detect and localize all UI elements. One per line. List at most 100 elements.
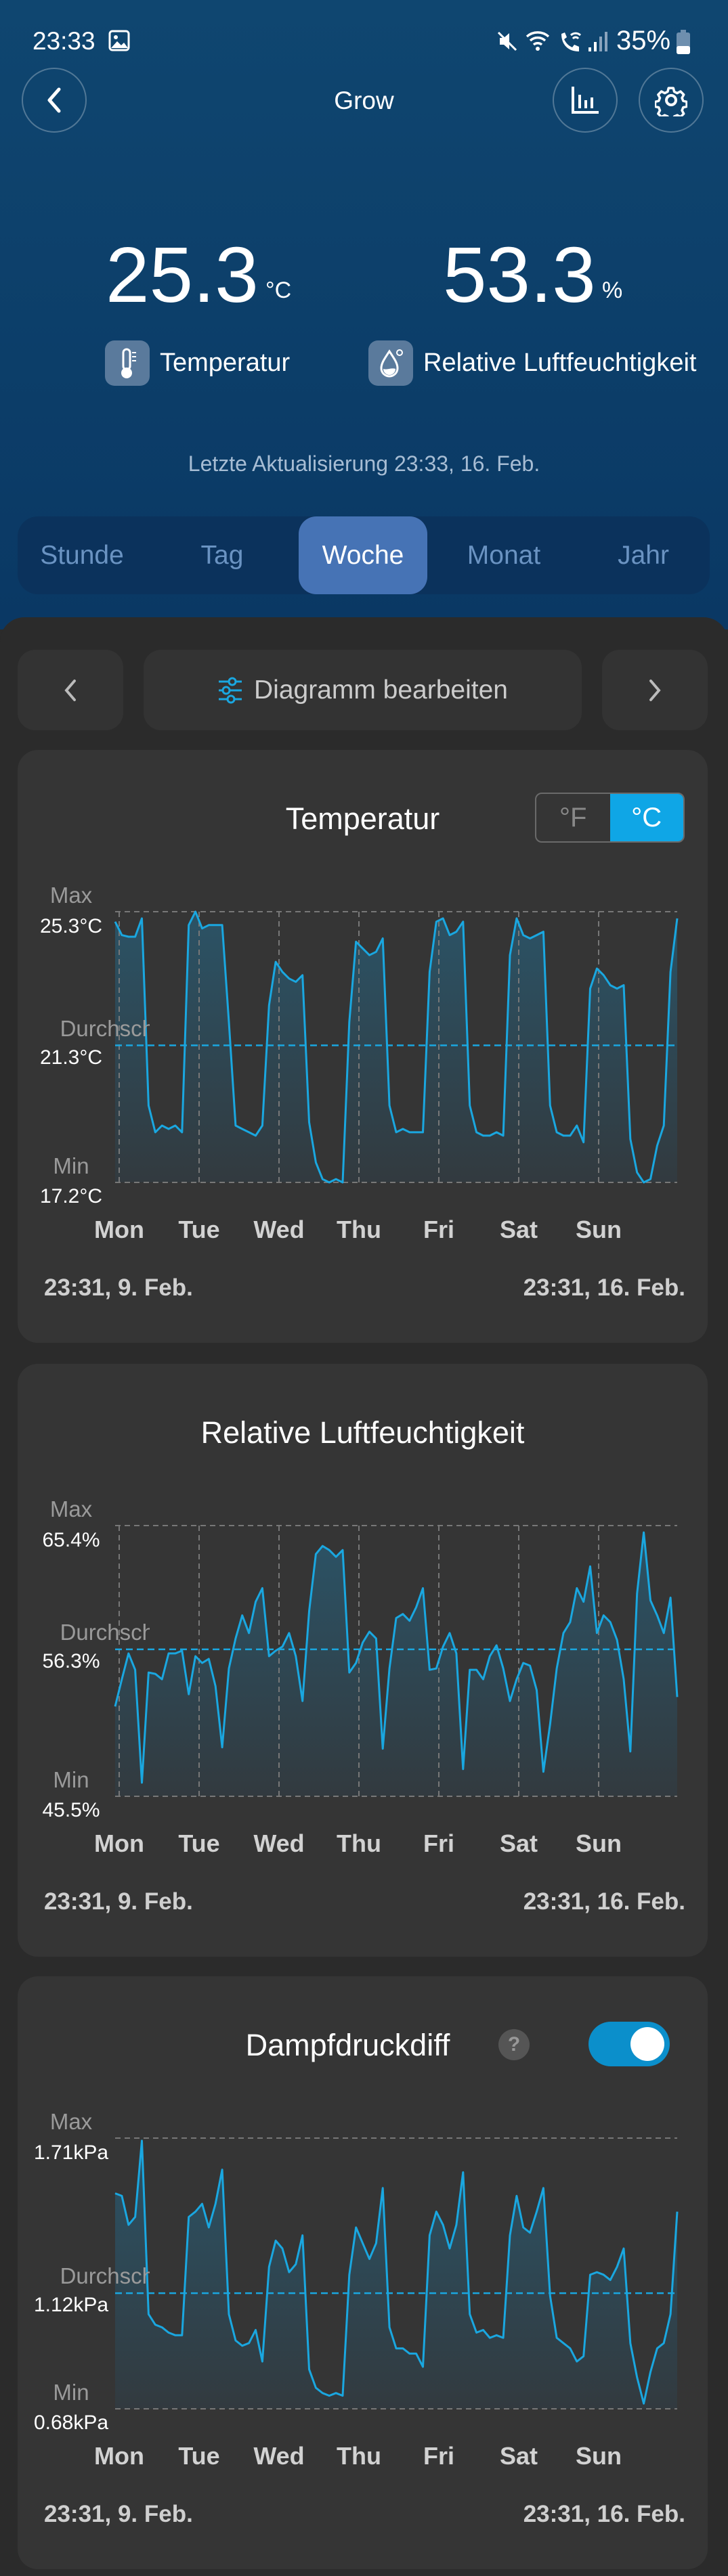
vpd-chart-card: Dampfdruckdiff ? Max 1.71kPa Durchschnitt 1… bbox=[18, 1976, 708, 2569]
chevron-right-icon bbox=[649, 679, 661, 701]
x-tick-label: Mon bbox=[94, 2442, 144, 2470]
humidity-chart-card: Relative Luftfeuchtigkeit Max 65.4% Durchs… bbox=[18, 1364, 708, 1957]
average-value: 21.3°C bbox=[39, 1046, 103, 1069]
x-tick-label: Thu bbox=[337, 2442, 381, 2470]
settings-button[interactable] bbox=[639, 68, 704, 133]
humidity-value: 53.3 bbox=[443, 231, 596, 319]
x-tick-label: Thu bbox=[337, 1829, 381, 1857]
tab-monat[interactable]: Monat bbox=[467, 540, 541, 570]
x-tick-label: Wed bbox=[253, 1829, 305, 1857]
x-tick-label: Tue bbox=[178, 1829, 220, 1857]
toggle-knob bbox=[630, 2027, 664, 2061]
start-date: 23:31, 9. Feb. bbox=[44, 1888, 193, 1915]
x-tick-label: Wed bbox=[253, 2442, 305, 2470]
average-label: Durchschnitt bbox=[60, 2263, 150, 2289]
series-line bbox=[114, 910, 679, 1184]
chart-plot bbox=[114, 910, 679, 1184]
start-date: 23:31, 9. Feb. bbox=[44, 1274, 193, 1301]
header-area: 23:33 35% Grow 25.3 °C 53.3 % Temperatur… bbox=[0, 0, 728, 629]
page-title: Grow bbox=[334, 87, 394, 114]
x-tick-label: Thu bbox=[337, 1216, 381, 1243]
chart-plot bbox=[114, 2137, 679, 2410]
back-button[interactable] bbox=[22, 68, 87, 133]
x-tick-label: Mon bbox=[94, 1829, 144, 1857]
wifi-icon bbox=[526, 31, 550, 51]
last-update-text: Letzte Aktualisierung 23:33, 16. Feb. bbox=[188, 451, 540, 476]
max-label: Max bbox=[49, 883, 93, 908]
battery-icon bbox=[677, 30, 690, 54]
chart-title: Temperatur bbox=[285, 801, 440, 836]
wifi-call-icon bbox=[561, 32, 582, 51]
x-tick-label: Fri bbox=[423, 1216, 455, 1243]
min-value: 0.68kPa bbox=[33, 2412, 109, 2434]
temperature-value: 25.3 bbox=[106, 231, 259, 319]
edit-chart-button[interactable]: Diagramm bearbeiten bbox=[144, 650, 582, 730]
unit-toggle: °F °C bbox=[535, 793, 685, 843]
x-tick-label: Sun bbox=[576, 1216, 622, 1243]
average-value: 56.3% bbox=[42, 1649, 100, 1672]
area-fill bbox=[115, 912, 677, 1182]
help-icon[interactable]: ? bbox=[498, 2029, 530, 2060]
chevron-left-icon bbox=[64, 679, 76, 701]
max-label: Max bbox=[49, 2109, 93, 2134]
previous-period-button[interactable] bbox=[18, 650, 123, 730]
y-labels: Max 25.3°C Durchschnitt 21.3°C Min 17.2°C bbox=[27, 750, 150, 1224]
temperature-chart-card: Temperatur °F °C Max 25.3°C Durchschnitt 21… bbox=[18, 750, 708, 1343]
temperature-label: Temperatur bbox=[160, 349, 291, 377]
edit-chart-label: Diagramm bearbeiten bbox=[253, 675, 508, 705]
y-labels: Max 65.4% Durchschnitt 56.3% Min 45.5% bbox=[27, 1364, 150, 1838]
max-value: 65.4% bbox=[42, 1529, 100, 1551]
x-tick-label: Sat bbox=[499, 1216, 538, 1243]
humidity-unit: % bbox=[602, 277, 623, 303]
min-value: 17.2°C bbox=[39, 1185, 103, 1207]
min-label: Min bbox=[53, 1153, 89, 1178]
x-tick-label: Tue bbox=[178, 1216, 220, 1243]
vpd-toggle-switch[interactable] bbox=[588, 2022, 670, 2066]
chart-title: Relative Luftfeuchtigkeit bbox=[200, 1415, 525, 1450]
gallery-notification-icon bbox=[108, 30, 130, 51]
end-date: 23:31, 16. Feb. bbox=[523, 2501, 685, 2527]
x-tick-label: Mon bbox=[94, 1216, 144, 1243]
average-label: Durchschnitt bbox=[60, 1619, 150, 1645]
fahrenheit-option[interactable]: °F bbox=[559, 802, 587, 832]
x-tick-label: Fri bbox=[423, 1829, 455, 1857]
average-value: 1.12kPa bbox=[33, 2294, 109, 2317]
end-date: 23:31, 16. Feb. bbox=[523, 1888, 685, 1915]
x-tick-label: Sun bbox=[576, 1829, 622, 1857]
min-label: Min bbox=[53, 2380, 89, 2405]
area-fill bbox=[115, 1532, 677, 1796]
time-range-tabs: Stunde Tag Woche Monat Jahr bbox=[18, 516, 710, 594]
x-tick-label: Sat bbox=[499, 1829, 538, 1857]
humidity-drop-icon bbox=[368, 340, 413, 386]
sliders-icon bbox=[218, 677, 242, 703]
max-value: 25.3°C bbox=[39, 915, 103, 937]
chart-plot bbox=[114, 1525, 679, 1797]
battery-percent: 35% bbox=[616, 26, 671, 55]
tab-stunde[interactable]: Stunde bbox=[40, 540, 124, 570]
bar-chart-icon bbox=[572, 87, 599, 114]
area-fill bbox=[115, 2140, 677, 2409]
tab-woche[interactable]: Woche bbox=[299, 516, 427, 594]
x-tick-label: Sat bbox=[499, 2442, 538, 2470]
celsius-option[interactable]: °C bbox=[609, 794, 683, 841]
statistics-button[interactable] bbox=[553, 68, 618, 133]
series-line bbox=[114, 1531, 679, 1784]
temperature-unit: °C bbox=[265, 277, 292, 303]
chevron-left-icon bbox=[47, 87, 61, 113]
average-label: Durchschnitt bbox=[60, 1015, 150, 1041]
x-tick-label: Tue bbox=[178, 2442, 220, 2470]
humidity-label: Relative Luftfeuchtigkeit bbox=[423, 349, 697, 377]
x-tick-label: Fri bbox=[423, 2442, 455, 2470]
thermometer-icon bbox=[105, 340, 150, 386]
y-labels: Max 1.71kPa Durchschnitt 1.12kPa Min 0.68kPa bbox=[27, 1976, 150, 2450]
mute-icon bbox=[497, 31, 517, 51]
max-label: Max bbox=[49, 1496, 93, 1522]
tab-jahr[interactable]: Jahr bbox=[618, 540, 669, 570]
series-line bbox=[114, 2139, 679, 2405]
end-date: 23:31, 16. Feb. bbox=[523, 1274, 685, 1301]
max-value: 1.71kPa bbox=[33, 2141, 109, 2164]
min-label: Min bbox=[53, 1767, 89, 1792]
tab-tag[interactable]: Tag bbox=[200, 540, 244, 570]
start-date: 23:31, 9. Feb. bbox=[44, 2501, 193, 2527]
next-period-button[interactable] bbox=[602, 650, 708, 730]
